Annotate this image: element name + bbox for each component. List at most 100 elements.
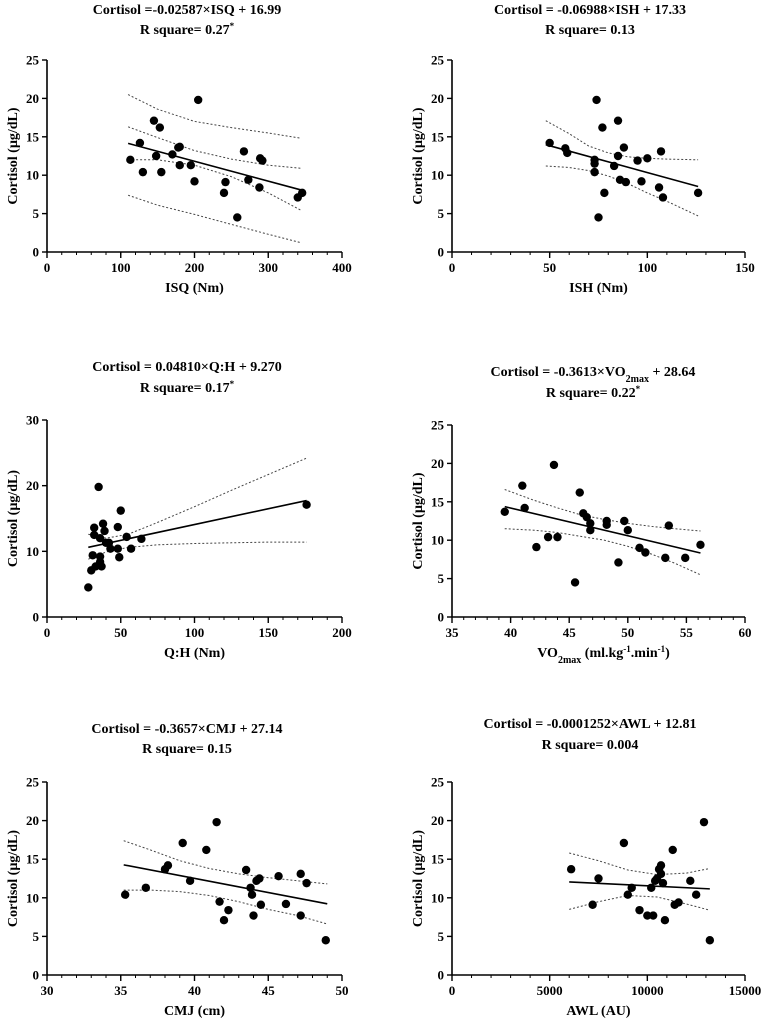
data-point [623, 526, 632, 535]
x-tick-label: 45 [262, 983, 276, 998]
data-point [696, 540, 705, 550]
chart-panel-1: Cortisol =-0.02587×ISQ + 16.99 R square= … [6, 3, 352, 296]
data-point [699, 817, 709, 827]
data-point [518, 481, 527, 490]
data-point [296, 869, 305, 879]
y-tick-label: 10 [431, 168, 444, 183]
x-tick-label: 50 [336, 983, 349, 998]
data-point [296, 911, 305, 920]
data-point [586, 519, 595, 528]
x-label-text: CMJ (cm) [164, 1004, 225, 1019]
chart-title-r-square: R square= 0.22* [546, 384, 641, 401]
data-point [635, 543, 644, 553]
data-point [623, 890, 632, 899]
data-point [163, 861, 173, 870]
data-point [532, 542, 541, 552]
data-point [602, 520, 611, 530]
y-axis-label: Cortisol (µg/dL) [6, 830, 21, 927]
x-tick-label: 10000 [631, 983, 664, 998]
data-point [648, 911, 658, 920]
data-point [705, 936, 715, 945]
x-tick-label: 55 [680, 625, 694, 640]
data-point [658, 193, 668, 202]
data-point [613, 116, 623, 125]
chart-title-equation: Cortisol = 0.04810×Q:H + 9.270 [92, 360, 282, 375]
x-tick-label: 100 [638, 260, 658, 275]
chart-title-equation: Cortisol = -0.06988×ISH + 17.33 [494, 3, 686, 18]
data-point [135, 138, 145, 148]
y-tick-label: 15 [26, 129, 40, 144]
data-point [274, 871, 283, 881]
x-tick-label: 100 [111, 260, 131, 275]
x-tick-label: 60 [739, 625, 752, 640]
x-tick-label: 200 [185, 260, 205, 275]
x-label-superscript: -1 [623, 644, 631, 654]
y-axis-label: Cortisol (µg/dL) [6, 107, 21, 204]
y-tick-label: 20 [431, 91, 444, 106]
significance-marker: * [636, 384, 641, 394]
x-tick-label: 300 [259, 260, 279, 275]
x-tick-label: 40 [504, 625, 517, 640]
data-point [98, 519, 108, 528]
data-point [137, 534, 146, 544]
data-point [575, 488, 584, 497]
data-point [219, 188, 229, 198]
data-point [643, 154, 652, 163]
data-point [627, 883, 636, 892]
data-point [246, 883, 255, 892]
chart-title-r-square: R square= 0.15 [142, 742, 232, 757]
data-point [113, 544, 123, 553]
x-tick-label: 40 [188, 983, 201, 998]
data-point [647, 883, 656, 892]
x-axis-label: AWL (AU) [566, 1004, 631, 1019]
data-point [594, 213, 603, 222]
chart-panel-4: Cortisol = -0.3613×VO2max + 28.64R squar… [411, 365, 752, 666]
r-square-text: R square= 0.22 [546, 386, 636, 401]
data-point [116, 506, 125, 515]
data-point [138, 167, 148, 177]
chart-title-equation: Cortisol = -0.0001252×AWL + 12.81 [484, 717, 697, 732]
data-point [500, 507, 509, 516]
x-tick-label: 150 [259, 625, 279, 640]
data-point [582, 512, 591, 522]
title-equation-text: Cortisol =-0.02587×ISQ + 16.99 [93, 3, 281, 18]
x-tick-label: 200 [332, 625, 352, 640]
y-tick-label: 10 [26, 544, 39, 559]
data-point [244, 175, 253, 185]
r-square-text: R square= 0.004 [542, 738, 639, 753]
y-tick-label: 10 [431, 890, 444, 905]
r-square-text: R square= 0.15 [142, 742, 232, 757]
data-point [600, 188, 609, 198]
data-point [553, 532, 562, 542]
x-tick-label: 35 [114, 983, 128, 998]
x-tick-label: 35 [446, 625, 460, 640]
data-point [100, 526, 109, 536]
y-tick-label: 25 [431, 775, 445, 790]
chart-title-r-square: R square= 0.004 [542, 738, 639, 753]
data-point [95, 552, 105, 561]
y-tick-label: 0 [438, 245, 445, 260]
title-equation-text: Cortisol = 0.04810×Q:H + 9.270 [92, 360, 282, 375]
confidence-band-lower [545, 165, 699, 217]
data-point [297, 188, 307, 198]
chart-panel-2: Cortisol = -0.06988×ISH + 17.33 R square=… [411, 3, 755, 296]
y-tick-label: 15 [26, 852, 40, 867]
data-point [656, 869, 666, 879]
confidence-band-lower [127, 194, 302, 244]
data-point [175, 161, 184, 170]
regression-line [569, 881, 710, 890]
x-tick-label: 0 [449, 983, 456, 998]
x-tick-label: 100 [185, 625, 205, 640]
data-point [520, 503, 529, 513]
x-label-subscript: 2max [558, 655, 581, 666]
x-label-superscript: -1 [658, 644, 666, 654]
x-axis-label: Q:H (Nm) [164, 646, 225, 661]
data-point [693, 188, 703, 198]
title-equation-subscript: 2max [626, 374, 649, 385]
confidence-band-upper [123, 840, 328, 885]
regression-line [127, 142, 302, 191]
y-tick-label: 0 [33, 610, 40, 625]
x-label-text: ISQ (Nm) [165, 281, 224, 296]
y-tick-label: 30 [26, 413, 39, 428]
